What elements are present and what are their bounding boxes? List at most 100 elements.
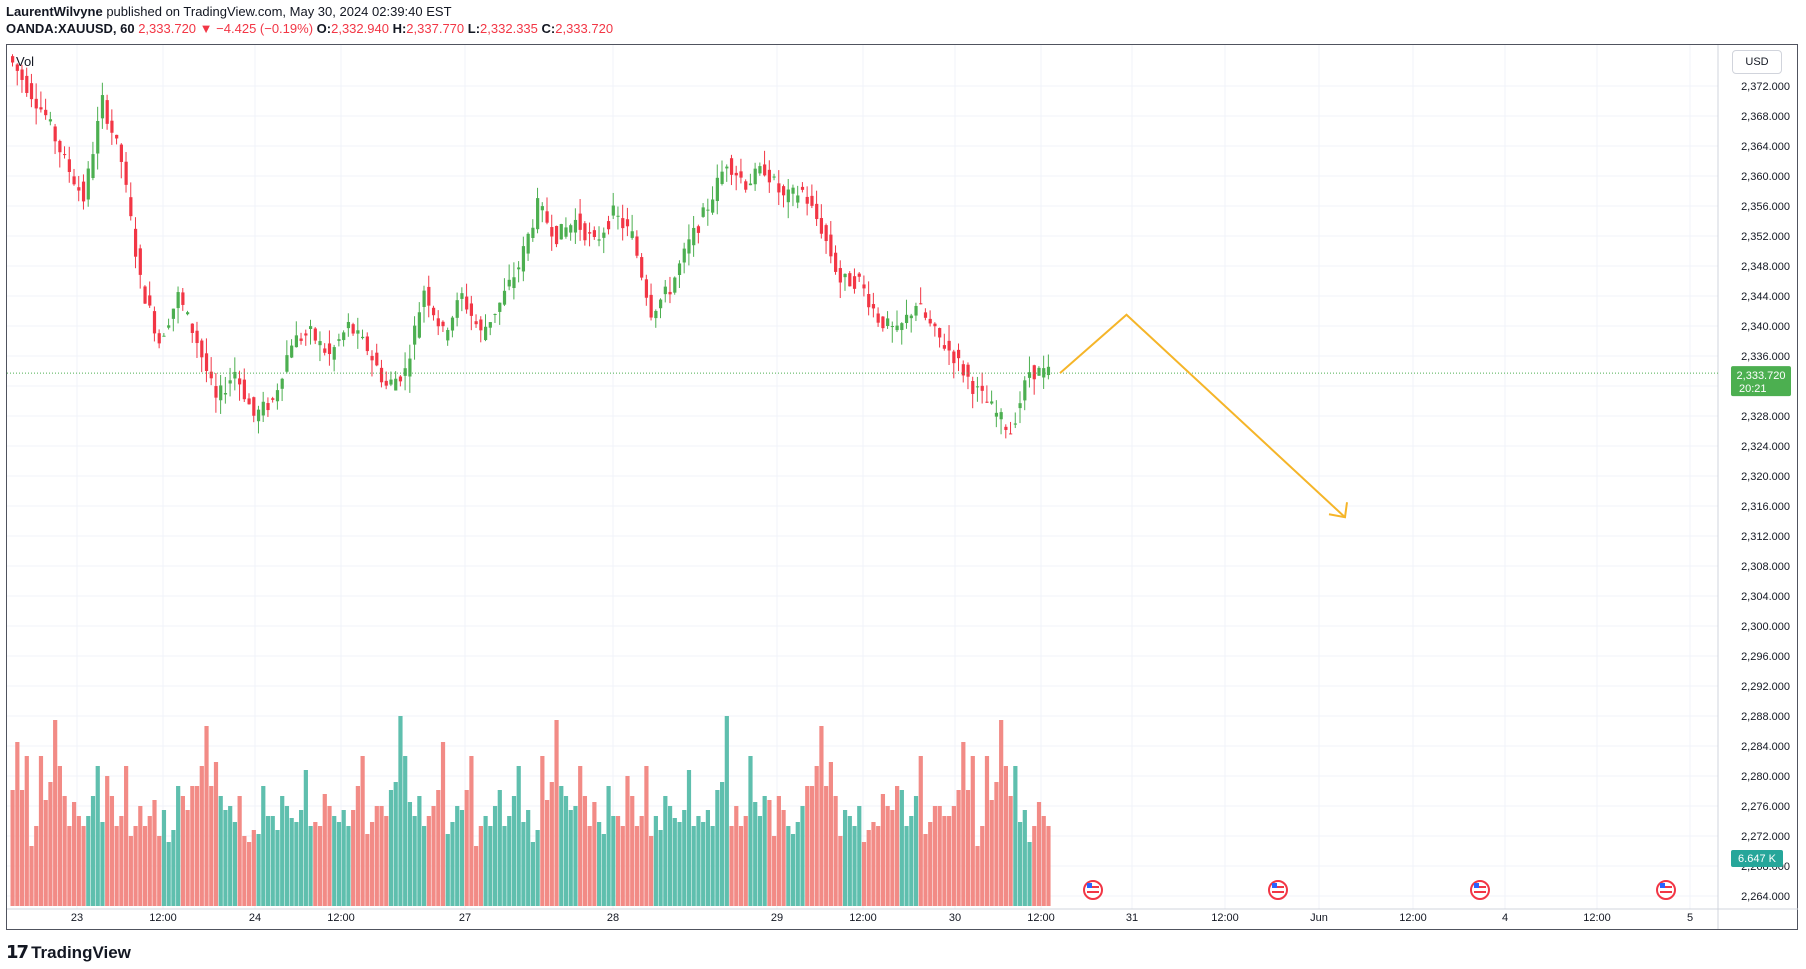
volume-bar: [86, 816, 91, 906]
candle-body: [195, 330, 199, 344]
volume-bar: [322, 794, 327, 906]
volume-bar: [341, 810, 346, 906]
volume-bar: [899, 790, 904, 906]
candle-body: [734, 172, 738, 176]
volume-bar: [663, 796, 668, 906]
volume-bar: [1017, 822, 1023, 906]
candle-body: [876, 313, 880, 323]
volume-bar: [639, 816, 644, 906]
volume-bar: [1046, 826, 1051, 906]
tradingview-logo[interactable]: 𝟭𝟳 TradingView: [6, 942, 131, 963]
high-label: H:: [392, 21, 407, 36]
us-flag-icon: [1268, 880, 1288, 900]
y-tick-label: 2,356.000: [1741, 201, 1790, 213]
volume-bar: [180, 796, 185, 906]
volume-bar: [256, 834, 261, 906]
volume-bar: [218, 796, 223, 906]
candle-body: [323, 348, 327, 353]
currency-button[interactable]: USD: [1732, 50, 1782, 74]
volume-bar: [653, 816, 658, 906]
volume-bar: [161, 810, 167, 906]
candle-body: [550, 227, 554, 237]
candle-body: [1027, 372, 1032, 378]
candle-body: [843, 273, 847, 278]
volume-bar: [152, 800, 157, 906]
volume-indicator-label[interactable]: Vol: [16, 54, 35, 69]
volume-bar: [994, 782, 999, 906]
volume-bar: [786, 826, 791, 906]
candle-body: [966, 364, 970, 377]
candle-body: [914, 305, 918, 316]
candle-body: [867, 294, 871, 308]
candle-body: [800, 186, 805, 190]
y-tick-label: 2,308.000: [1741, 561, 1790, 573]
volume-bar: [521, 822, 526, 906]
candle-body: [739, 171, 743, 178]
candle-body: [167, 325, 171, 328]
candle-body: [597, 239, 601, 241]
volume-bar: [805, 786, 810, 906]
volume-bar: [71, 802, 77, 906]
candle-body: [214, 386, 218, 398]
candle-body: [81, 181, 86, 202]
volume-bar: [951, 806, 956, 906]
y-tick-label: 2,276.000: [1741, 801, 1790, 813]
candle-body: [961, 364, 965, 376]
symbol-name[interactable]: OANDA:XAUUSD, 60: [6, 21, 135, 36]
candle-body: [588, 232, 592, 234]
x-tick-label: 12:00: [1583, 912, 1611, 924]
volume-bar: [124, 766, 129, 906]
candle-body: [332, 347, 336, 360]
candle-body: [1042, 368, 1046, 378]
symbol-info: OANDA:XAUUSD, 60 2,333.720 ▼ −4.425 (−0.…: [6, 21, 613, 36]
volume-bar: [469, 756, 474, 906]
y-tick-label: 2,300.000: [1741, 621, 1790, 633]
volume-bar: [190, 786, 195, 906]
candle-body: [663, 286, 667, 295]
volume-bar: [157, 836, 162, 906]
volume-bar: [568, 810, 573, 906]
volume-bar: [800, 806, 805, 906]
candle-body: [890, 326, 894, 328]
candle-body: [715, 177, 719, 202]
candle-body: [748, 183, 753, 186]
price-change: −4.425 (−0.19%): [216, 21, 314, 36]
candle-body: [384, 380, 388, 386]
y-tick-label: 2,288.000: [1741, 711, 1790, 723]
candle-body: [687, 239, 691, 254]
candle-body: [729, 158, 734, 175]
volume-bar: [346, 826, 351, 906]
candle-body: [105, 100, 109, 124]
candle-body: [44, 109, 48, 116]
candle-body: [938, 328, 942, 338]
candle-body: [53, 126, 57, 142]
volume-bar: [459, 810, 465, 906]
candle-body: [313, 328, 317, 341]
candle-body: [526, 233, 530, 254]
candle-body: [223, 393, 228, 395]
volume-bar: [403, 756, 408, 906]
candle-body: [625, 219, 630, 227]
volume-bar: [478, 826, 483, 906]
volume-bar: [611, 816, 616, 906]
x-tick-label: 12:00: [849, 912, 877, 924]
publisher-name[interactable]: LaurentWilvyne: [6, 4, 103, 19]
y-tick-label: 2,360.000: [1741, 171, 1790, 183]
candle-body: [100, 95, 105, 119]
volume-bar: [34, 826, 39, 906]
candle-body: [834, 252, 838, 272]
candle-body: [659, 299, 663, 309]
candle-body: [346, 321, 351, 329]
candle-body: [767, 169, 771, 183]
candle-body: [583, 223, 587, 241]
candle-body: [512, 277, 516, 289]
volume-bar: [526, 810, 531, 906]
candle-body: [115, 134, 119, 139]
volume-bar: [847, 816, 852, 906]
candle-body: [403, 368, 407, 376]
y-tick-label: 2,328.000: [1741, 411, 1790, 423]
volume-bar: [431, 806, 436, 906]
volume-bar: [436, 790, 441, 906]
chart-frame[interactable]: [6, 44, 1798, 930]
